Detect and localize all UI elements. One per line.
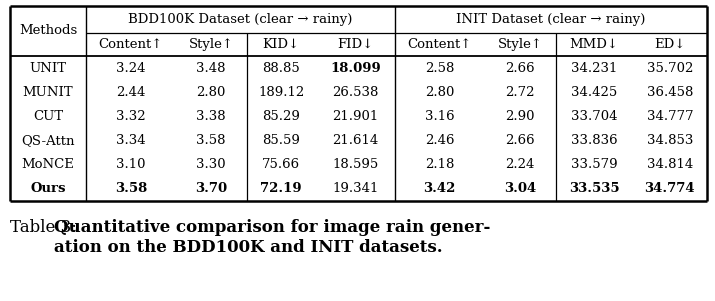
- Text: 34.853: 34.853: [647, 134, 693, 147]
- Text: 3.04: 3.04: [504, 182, 536, 195]
- Text: 33.535: 33.535: [569, 182, 619, 195]
- Text: 3.32: 3.32: [116, 110, 146, 123]
- Text: Table 3:: Table 3:: [10, 219, 82, 236]
- Text: Methods: Methods: [19, 24, 77, 38]
- Text: KID↓: KID↓: [262, 38, 300, 51]
- Text: 2.72: 2.72: [506, 86, 535, 99]
- Text: INIT Dataset (clear → rainy): INIT Dataset (clear → rainy): [456, 13, 646, 26]
- Text: 2.24: 2.24: [506, 158, 535, 171]
- Text: 2.90: 2.90: [506, 110, 535, 123]
- Text: 88.85: 88.85: [262, 62, 300, 75]
- Text: 3.16: 3.16: [425, 110, 455, 123]
- Text: 33.579: 33.579: [571, 158, 618, 171]
- Text: UNIT: UNIT: [29, 62, 66, 75]
- Text: ED↓: ED↓: [654, 38, 686, 51]
- Text: 3.30: 3.30: [197, 158, 226, 171]
- Text: 75.66: 75.66: [262, 158, 300, 171]
- Text: 21.901: 21.901: [332, 110, 378, 123]
- Text: 34.425: 34.425: [571, 86, 617, 99]
- Text: 34.231: 34.231: [571, 62, 618, 75]
- Text: 85.29: 85.29: [262, 110, 300, 123]
- Text: 18.595: 18.595: [332, 158, 378, 171]
- Text: 3.70: 3.70: [195, 182, 227, 195]
- Text: 3.58: 3.58: [197, 134, 226, 147]
- Text: Quantitative comparison for image rain gener-
ation on the BDD100K and INIT data: Quantitative comparison for image rain g…: [54, 219, 490, 256]
- Text: BDD100K Dataset (clear → rainy): BDD100K Dataset (clear → rainy): [129, 13, 352, 26]
- Text: 2.46: 2.46: [425, 134, 455, 147]
- Text: 3.38: 3.38: [197, 110, 226, 123]
- Text: Style↑: Style↑: [498, 38, 543, 51]
- Text: 19.341: 19.341: [332, 182, 379, 195]
- Text: 3.24: 3.24: [116, 62, 146, 75]
- Text: MMD↓: MMD↓: [570, 38, 618, 51]
- Text: 2.18: 2.18: [425, 158, 455, 171]
- Text: 26.538: 26.538: [332, 86, 379, 99]
- Text: Ours: Ours: [30, 182, 66, 195]
- Text: 189.12: 189.12: [258, 86, 305, 99]
- Text: 18.099: 18.099: [330, 62, 381, 75]
- Text: 3.34: 3.34: [116, 134, 146, 147]
- Text: 2.66: 2.66: [506, 134, 535, 147]
- Text: 34.814: 34.814: [647, 158, 693, 171]
- Text: 21.614: 21.614: [332, 134, 378, 147]
- Text: 2.80: 2.80: [197, 86, 226, 99]
- Text: Style↑: Style↑: [189, 38, 234, 51]
- Text: 34.774: 34.774: [645, 182, 695, 195]
- Text: Content↑: Content↑: [408, 38, 472, 51]
- Text: 2.66: 2.66: [506, 62, 535, 75]
- Text: 72.19: 72.19: [260, 182, 302, 195]
- Text: Content↑: Content↑: [99, 38, 163, 51]
- Text: 33.704: 33.704: [571, 110, 618, 123]
- Text: 3.42: 3.42: [423, 182, 456, 195]
- Text: 33.836: 33.836: [571, 134, 618, 147]
- Text: 3.10: 3.10: [116, 158, 146, 171]
- Text: MUNIT: MUNIT: [23, 86, 74, 99]
- Text: 85.59: 85.59: [262, 134, 300, 147]
- Text: CUT: CUT: [33, 110, 63, 123]
- Text: 36.458: 36.458: [647, 86, 693, 99]
- Text: 3.48: 3.48: [197, 62, 226, 75]
- Text: 2.80: 2.80: [425, 86, 455, 99]
- Text: 34.777: 34.777: [646, 110, 694, 123]
- Text: MoNCE: MoNCE: [21, 158, 74, 171]
- Text: 3.58: 3.58: [115, 182, 147, 195]
- Text: 2.58: 2.58: [425, 62, 455, 75]
- Text: 35.702: 35.702: [647, 62, 693, 75]
- Text: 2.44: 2.44: [117, 86, 146, 99]
- Text: QS-Attn: QS-Attn: [21, 134, 75, 147]
- Text: FID↓: FID↓: [337, 38, 373, 51]
